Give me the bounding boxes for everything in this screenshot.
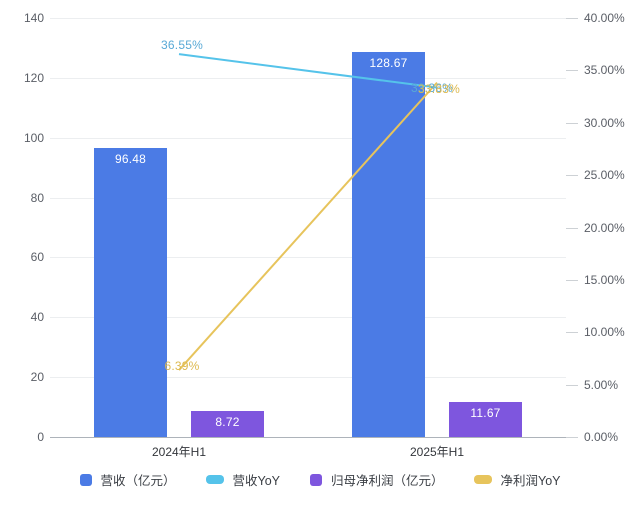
right-axis-tick bbox=[566, 18, 578, 19]
right-axis-tick-label: 0.00% bbox=[584, 430, 619, 444]
left-axis-tick-label: 100 bbox=[23, 130, 44, 145]
gridline bbox=[50, 77, 566, 79]
right-axis-tick-label: 25.00% bbox=[584, 168, 625, 183]
x-axis-label-2024年H1: 2024年H1 bbox=[151, 445, 207, 459]
left-axis-tick-label: 40 bbox=[30, 310, 44, 325]
legend-line-marker-icon bbox=[473, 475, 492, 484]
gridline bbox=[50, 257, 566, 259]
line-point-label: 36.55% bbox=[161, 38, 203, 53]
legend-item-label: 营收（亿元） bbox=[100, 474, 176, 488]
right-axis-tick-label: 5.00% bbox=[584, 377, 619, 392]
left-axis-tick-label: 0 bbox=[37, 430, 44, 444]
x-axis-line bbox=[50, 437, 566, 438]
legend-item-1: 营收YoY bbox=[205, 470, 280, 489]
bar-value-label: 96.48 bbox=[114, 152, 147, 167]
bar-value-label: 11.67 bbox=[470, 406, 501, 421]
right-axis-tick-label: 20.00% bbox=[584, 220, 625, 235]
gridline bbox=[50, 317, 566, 319]
gridline bbox=[50, 18, 566, 19]
line-net-profit-yoy bbox=[178, 81, 438, 371]
gridline bbox=[50, 197, 566, 199]
x-axis-label-2025年H1: 2025年H1 bbox=[409, 445, 465, 459]
chart-legend: 营收（亿元） 营收YoY 归母净利润（亿元） 净利润YoY bbox=[0, 470, 640, 489]
right-axis-tick bbox=[566, 175, 578, 177]
yoy-lines-svg bbox=[178, 53, 438, 371]
legend-item-2: 归母净利润（亿元） bbox=[310, 470, 444, 489]
legend-item-label: 归母净利润（亿元） bbox=[331, 474, 444, 488]
left-axis-tick-label: 140 bbox=[23, 11, 44, 25]
right-axis-tick-label: 30.00% bbox=[584, 115, 625, 130]
legend-item-label: 营收YoY bbox=[232, 474, 280, 488]
line-revenue-yoy bbox=[178, 53, 438, 89]
line-point-label: 33.36% bbox=[411, 80, 453, 95]
left-axis-tick-label: 20 bbox=[30, 370, 44, 385]
plot-area: 96.48 128.67 8.72 11.67 36.55% 33.36% 6.39% 33.… bbox=[50, 18, 566, 437]
legend-bar-marker-icon bbox=[310, 473, 322, 486]
bar-value-label: 128.67 bbox=[369, 55, 408, 70]
line-point-label: 33.83% bbox=[418, 81, 460, 96]
right-axis-tick-label: 15.00% bbox=[584, 272, 625, 287]
bar-net-profit-2024年H1: 8.72 bbox=[191, 410, 264, 437]
line-point-label: 6.39% bbox=[164, 359, 200, 374]
bar-revenue-2024年H1: 96.48 bbox=[94, 148, 167, 437]
legend-item-3: 净利润YoY bbox=[473, 470, 561, 489]
right-axis-tick bbox=[566, 279, 578, 281]
gridline bbox=[50, 137, 566, 139]
legend-item-label: 净利润YoY bbox=[500, 474, 561, 488]
legend-bar-marker-icon bbox=[79, 473, 92, 486]
right-axis-tick bbox=[566, 122, 578, 124]
right-axis-tick bbox=[566, 70, 578, 72]
right-axis-tick bbox=[566, 437, 578, 438]
right-axis-tick bbox=[566, 227, 578, 229]
bar-net-profit-2025年H1: 11.67 bbox=[449, 402, 522, 437]
bar-value-label: 8.72 bbox=[215, 414, 240, 429]
left-axis-tick-label: 60 bbox=[30, 250, 44, 265]
right-axis-tick-label: 10.00% bbox=[584, 325, 625, 340]
right-axis-tick-label: 40.00% bbox=[584, 11, 625, 25]
gridline bbox=[50, 377, 566, 379]
right-axis-tick-label: 35.00% bbox=[584, 63, 625, 78]
legend-line-marker-icon bbox=[205, 475, 224, 484]
bar-revenue-2025年H1: 128.67 bbox=[352, 51, 425, 437]
right-axis-tick bbox=[566, 332, 578, 334]
legend-item-0: 营收（亿元） bbox=[79, 470, 176, 489]
left-axis-tick-label: 80 bbox=[30, 190, 44, 205]
left-axis-tick-label: 120 bbox=[23, 70, 44, 85]
right-axis-tick bbox=[566, 384, 578, 386]
